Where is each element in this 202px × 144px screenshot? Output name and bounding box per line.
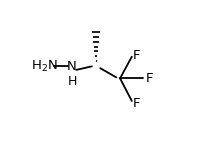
Text: N: N — [67, 60, 77, 73]
Text: F: F — [133, 49, 140, 61]
Text: H$_2$N: H$_2$N — [31, 59, 58, 74]
Text: F: F — [133, 97, 140, 110]
Text: H: H — [67, 75, 77, 88]
Text: F: F — [146, 72, 154, 85]
